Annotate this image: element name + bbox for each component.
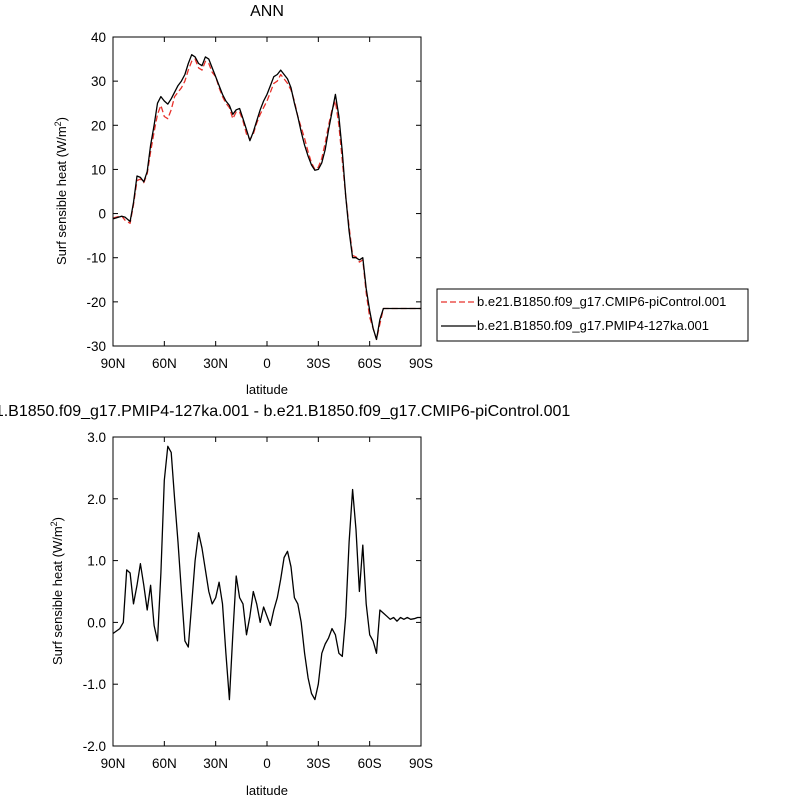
top-panel-title: ANN (250, 3, 284, 20)
top-y-tick-label: -30 (86, 339, 106, 354)
top-y-tick-label: 20 (91, 118, 106, 133)
legend: b.e21.B1850.f09_g17.CMIP6-piControl.001 … (436, 288, 749, 342)
bottom-x-tick-label: 60S (358, 756, 382, 771)
bottom-x-tick-label: 90N (101, 756, 126, 771)
top-y-tick-label: 40 (91, 30, 106, 45)
top-y-tick-label: 10 (91, 162, 106, 177)
top-x-tick-label: 60S (358, 356, 382, 371)
legend-box (436, 288, 749, 342)
top-x-tick-label: 60N (152, 356, 177, 371)
top-y-tick-label: 0 (98, 207, 106, 222)
bottom-y-ticks: 3.0 2.0 1.0 0.0 -1.0 -2.0 (83, 430, 421, 754)
bottom-x-tick-label: 0 (263, 756, 271, 771)
top-x-tick-label: 90S (409, 356, 433, 371)
bottom-y-tick-label: -1.0 (83, 677, 106, 692)
top-x-axis-label: latitude (246, 382, 288, 397)
top-x-tick-label: 0 (263, 356, 271, 371)
bottom-panel-title: b.e21.B1850.f09_g17.PMIP4-127ka.001 - b.… (0, 403, 570, 420)
bottom-x-tick-label: 60N (152, 756, 177, 771)
top-x-ticks: 90N 60N 30N 0 30S 60S 90S (101, 37, 433, 371)
top-x-tick-label: 90N (101, 356, 126, 371)
bottom-series-lines (112, 445, 421, 701)
top-y-axis-label: Surf sensible heat (W/m2) (53, 117, 69, 265)
bottom-y-tick-label: 1.0 (87, 554, 106, 569)
bottom-y-tick-label: 2.0 (87, 492, 106, 507)
top-y-tick-label: -20 (86, 295, 106, 310)
top-x-tick-label: 30S (306, 356, 330, 371)
bottom-x-tick-label: 90S (409, 756, 433, 771)
top-series-line-1 (112, 54, 421, 341)
bottom-series-line-0 (112, 445, 421, 701)
top-series-line-0 (112, 58, 421, 341)
top-y-tick-label: -10 (86, 251, 106, 266)
legend-label-picontrol: b.e21.B1850.f09_g17.CMIP6-piControl.001 (477, 294, 726, 309)
legend-label-127ka: b.e21.B1850.f09_g17.PMIP4-127ka.001 (477, 318, 709, 333)
top-series-lines (112, 54, 421, 341)
top-y-ticks: 40 30 20 10 0 -10 -20 -30 (86, 30, 421, 354)
top-y-tick-label: 30 (91, 74, 106, 89)
bottom-plot-frame (112, 436, 422, 747)
bottom-x-tick-label: 30N (203, 756, 228, 771)
bottom-y-tick-label: 0.0 (87, 615, 106, 630)
bottom-y-tick-label: -2.0 (83, 739, 106, 754)
bottom-x-ticks: 90N 60N 30N 0 30S 60S 90S (101, 437, 433, 771)
top-plot-frame (112, 36, 422, 347)
bottom-x-tick-label: 30S (306, 756, 330, 771)
bottom-y-tick-label: 3.0 (87, 430, 106, 445)
bottom-x-axis-label: latitude (246, 783, 288, 798)
top-x-tick-label: 30N (203, 356, 228, 371)
bottom-y-axis-label: Surf sensible heat (W/m2) (49, 517, 65, 665)
bottom-panel: b.e21.B1850.f09_g17.PMIP4-127ka.001 - b.… (0, 403, 570, 798)
